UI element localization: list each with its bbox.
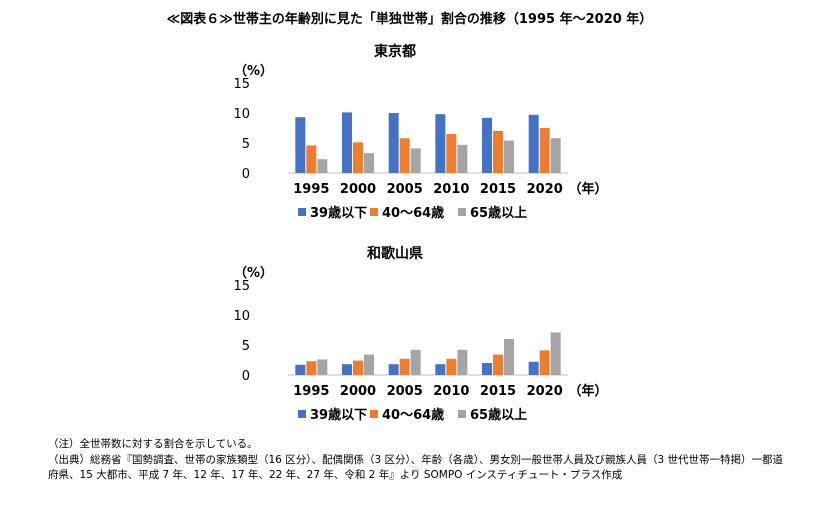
source-text: （出典）総務省『国勢調査、世帯の家族類型（16 区分）、配偶関係（3 区分）、年… (48, 453, 783, 482)
y-tick-label: 5 (242, 339, 250, 354)
x-tick-label: 2020 (527, 182, 563, 197)
bar-under39 (528, 114, 539, 173)
legend-swatch (370, 410, 378, 418)
legend-swatch (458, 410, 466, 418)
x-tick-label: 2010 (433, 384, 469, 399)
y-tick-label: 15 (233, 77, 250, 92)
bar-age40-64 (399, 358, 410, 375)
bar-over65 (504, 339, 514, 375)
y-axis-unit: （%） (234, 265, 273, 281)
chart-wakayama-svg: 和歌山県 （%） 0 5 10 15 1995 2000 2005 2010 2015 2020 （年）… (233, 245, 607, 423)
legend-swatch (298, 208, 306, 216)
bar-under39 (435, 364, 446, 375)
chart-title: 和歌山県 (367, 245, 423, 262)
bar-age40-64 (306, 145, 317, 173)
y-tick-label: 10 (233, 309, 250, 324)
bar-age40-64 (353, 360, 363, 375)
bar-age40-64 (399, 138, 410, 173)
y-tick-label: 0 (242, 369, 250, 384)
bar-over65 (317, 359, 328, 375)
chart-tokyo: 東京都 （%） 0 5 10 15 1995 2000 2005 2010 2015 2020 （年） 3… (200, 40, 620, 240)
legend-label: 39歳以下 (310, 205, 367, 221)
bar-age40-64 (353, 142, 363, 173)
bar-over65 (457, 144, 468, 173)
figure-title: ≪図表６≫世帯主の年齢別に見た「単独世帯」割合の推移（1995 年～2020 年… (166, 12, 653, 27)
bar-age40-64 (493, 354, 503, 375)
bar-age40-64 (306, 361, 317, 375)
x-tick-label: 2015 (480, 182, 516, 197)
y-tick-label: 10 (233, 107, 250, 122)
chart-title: 東京都 (374, 43, 416, 60)
legend-label: 40～64歳 (382, 205, 444, 221)
note-text: （注）全世帯数に対する割合を示している。 (48, 438, 258, 450)
bar-under39 (482, 117, 492, 173)
bar-under39 (342, 364, 352, 375)
bar-under39 (388, 113, 399, 173)
bar-age40-64 (493, 131, 503, 173)
bar-under39 (295, 117, 306, 173)
legend-swatch (458, 208, 466, 216)
bar-age40-64 (446, 358, 457, 375)
x-tick-label: 2000 (340, 384, 376, 399)
x-tick-label: 2015 (480, 384, 516, 399)
bar-under39 (388, 364, 399, 375)
x-tick-label: 1995 (293, 384, 329, 399)
bar-over65 (410, 148, 421, 173)
legend-swatch (370, 208, 378, 216)
x-tick-label: 2005 (387, 182, 423, 197)
y-tick-label: 15 (233, 279, 250, 294)
bar-over65 (457, 349, 468, 375)
bar-over65 (504, 140, 514, 173)
bar-age40-64 (539, 128, 550, 173)
legend-label: 65歳以上 (470, 205, 527, 221)
bar-under39 (528, 361, 539, 375)
legend-label: 39歳以下 (310, 407, 367, 423)
bar-under39 (342, 112, 352, 173)
x-tick-label: 2000 (340, 182, 376, 197)
x-axis-unit: （年） (568, 383, 607, 399)
bar-over65 (364, 354, 374, 375)
bar-over65 (410, 349, 421, 375)
bar-over65 (550, 138, 561, 173)
bar-under39 (435, 114, 446, 173)
y-tick-label: 5 (242, 137, 250, 152)
bar-over65 (550, 332, 561, 375)
x-axis-unit: （年） (568, 181, 607, 197)
legend-swatch (298, 410, 306, 418)
bar-over65 (317, 159, 328, 173)
x-tick-label: 2010 (433, 182, 469, 197)
bar-over65 (364, 153, 374, 173)
chart-tokyo-svg: 東京都 （%） 0 5 10 15 1995 2000 2005 2010 2015 2020 （年） 3… (233, 43, 607, 221)
x-tick-label: 2005 (387, 384, 423, 399)
chart-wakayama: 和歌山県 （%） 0 5 10 15 1995 2000 2005 2010 2015 2020 （年）… (200, 242, 620, 442)
x-tick-label: 2020 (527, 384, 563, 399)
y-tick-label: 0 (242, 167, 250, 182)
bar-under39 (295, 364, 306, 375)
legend-label: 65歳以上 (470, 407, 527, 423)
bar-age40-64 (539, 350, 550, 375)
x-tick-label: 1995 (293, 182, 329, 197)
notes: （注）全世帯数に対する割合を示している。 （出典）総務省『国勢調査、世帯の家族類… (48, 437, 788, 484)
bar-age40-64 (446, 134, 457, 173)
y-axis-unit: （%） (234, 63, 273, 79)
bar-under39 (482, 363, 492, 375)
legend-label: 40～64歳 (382, 407, 444, 423)
